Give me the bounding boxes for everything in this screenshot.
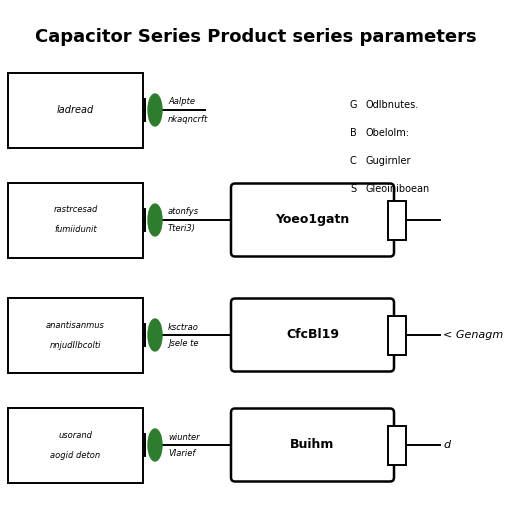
Text: Gugirnler: Gugirnler (365, 156, 411, 166)
Text: Buihm: Buihm (290, 438, 335, 452)
Text: wiunter: wiunter (168, 433, 200, 441)
Bar (8, 73, 143, 147)
Bar (388, 201, 406, 240)
Text: CfcBl19: CfcBl19 (286, 329, 339, 342)
Text: Aalpte: Aalpte (168, 97, 195, 106)
Bar (388, 315, 406, 354)
Text: Jsele te: Jsele te (168, 339, 199, 349)
Text: Gleoiniboean: Gleoiniboean (365, 184, 429, 194)
Text: nkaqncrft: nkaqncrft (168, 115, 208, 123)
Bar (8, 297, 143, 373)
Bar (8, 182, 143, 258)
Text: rastrcesad: rastrcesad (53, 205, 98, 215)
FancyBboxPatch shape (231, 183, 394, 257)
Text: Yoeo1gatn: Yoeo1gatn (275, 214, 350, 226)
Text: ksctrao: ksctrao (168, 323, 199, 331)
FancyBboxPatch shape (231, 298, 394, 372)
Bar (8, 408, 143, 482)
Text: Obelolm:: Obelolm: (365, 128, 409, 138)
FancyBboxPatch shape (231, 409, 394, 481)
Ellipse shape (148, 204, 162, 236)
Text: Odlbnutes.: Odlbnutes. (365, 100, 418, 110)
Text: aogid deton: aogid deton (51, 451, 100, 459)
Text: S: S (350, 184, 356, 194)
Text: ladread: ladread (57, 105, 94, 115)
Text: atonfys: atonfys (168, 207, 199, 217)
Text: d: d (443, 440, 450, 450)
Ellipse shape (148, 429, 162, 461)
Text: B: B (350, 128, 357, 138)
Ellipse shape (148, 94, 162, 126)
Text: < Genagm: < Genagm (443, 330, 503, 340)
Text: usorand: usorand (58, 431, 93, 439)
Text: VIarief: VIarief (168, 450, 196, 459)
Text: C: C (350, 156, 357, 166)
Ellipse shape (148, 319, 162, 351)
Text: G: G (350, 100, 357, 110)
Bar (388, 425, 406, 464)
Text: nnjudIlbcolti: nnjudIlbcolti (50, 340, 101, 350)
Text: Capacitor Series Product series parameters: Capacitor Series Product series paramete… (35, 28, 477, 46)
Text: anantisanmus: anantisanmus (46, 321, 105, 330)
Text: Tteri3): Tteri3) (168, 224, 196, 233)
Text: fumiidunit: fumiidunit (54, 225, 97, 234)
